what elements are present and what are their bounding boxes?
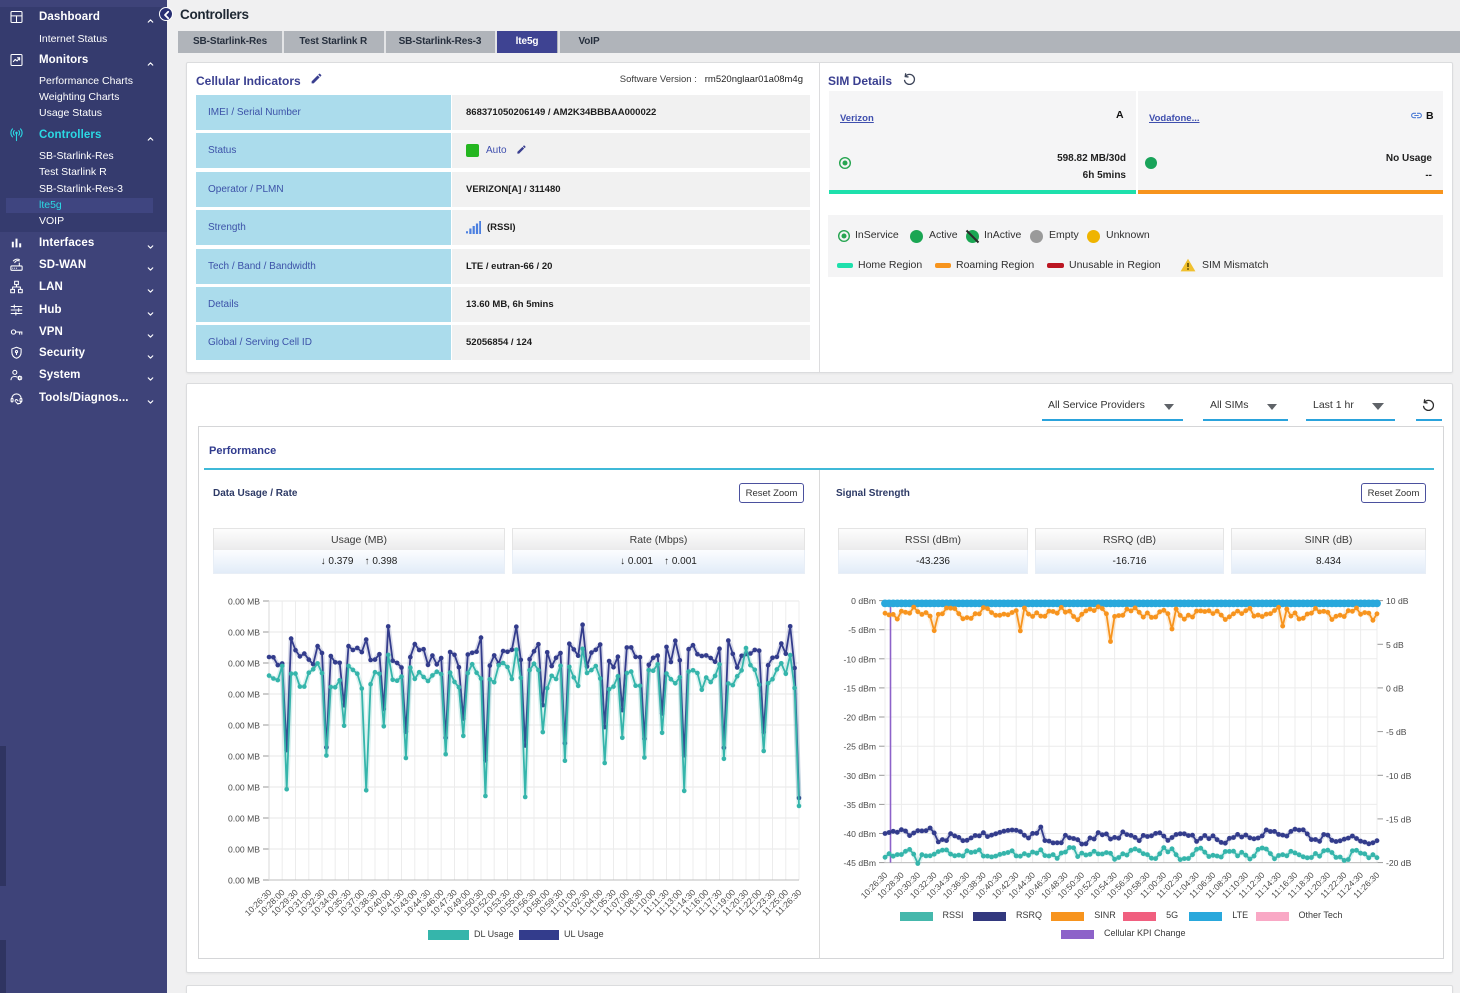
- svg-text:0.00 MB: 0.00 MB: [228, 597, 260, 607]
- svg-text:0.00 MB: 0.00 MB: [228, 783, 260, 793]
- svg-text:5 dB: 5 dB: [1386, 640, 1404, 650]
- svg-text:0.00 MB: 0.00 MB: [228, 814, 260, 824]
- svg-text:0.00 MB: 0.00 MB: [228, 690, 260, 700]
- svg-text:-40 dBm: -40 dBm: [844, 829, 876, 839]
- svg-text:-10 dB: -10 dB: [1386, 771, 1412, 781]
- svg-text:-15 dBm: -15 dBm: [844, 683, 876, 693]
- svg-text:-20 dB: -20 dB: [1386, 858, 1412, 868]
- svg-text:-15 dB: -15 dB: [1386, 814, 1412, 824]
- svg-text:-20 dBm: -20 dBm: [844, 713, 876, 723]
- svg-text:-25 dBm: -25 dBm: [844, 742, 876, 752]
- svg-text:0.00 MB: 0.00 MB: [228, 659, 260, 669]
- svg-text:10 dB: 10 dB: [1386, 596, 1409, 606]
- svg-text:-5 dB: -5 dB: [1386, 727, 1407, 737]
- svg-text:0 dBm: 0 dBm: [851, 596, 876, 606]
- svg-text:0.00 MB: 0.00 MB: [228, 628, 260, 638]
- svg-text:0.00 MB: 0.00 MB: [228, 721, 260, 731]
- svg-text:-10 dBm: -10 dBm: [844, 654, 876, 664]
- svg-text:-30 dBm: -30 dBm: [844, 771, 876, 781]
- svg-text:0.00 MB: 0.00 MB: [228, 845, 260, 855]
- svg-text:0.00 MB: 0.00 MB: [228, 752, 260, 762]
- svg-text:0.00 MB: 0.00 MB: [228, 876, 260, 886]
- svg-text:-35 dBm: -35 dBm: [844, 800, 876, 810]
- svg-text:-5 dBm: -5 dBm: [848, 625, 876, 635]
- svg-text:-45 dBm: -45 dBm: [844, 858, 876, 868]
- svg-text:0 dB: 0 dB: [1386, 683, 1404, 693]
